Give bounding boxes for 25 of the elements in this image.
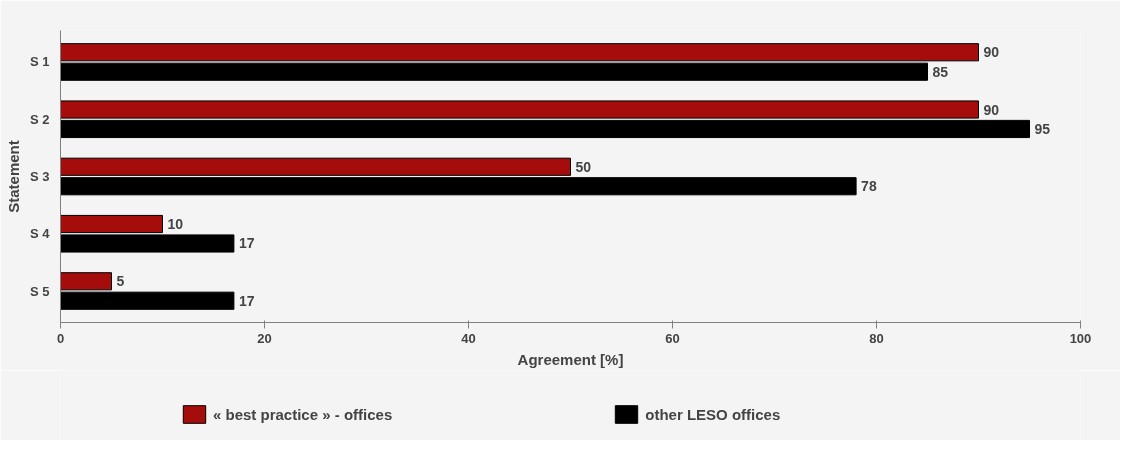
legend-label: « best practice » - offices [213, 405, 393, 423]
data-label: 50 [575, 158, 592, 175]
data-label: 5 [116, 273, 125, 290]
y-tick-label: S 4 [29, 226, 51, 242]
x-axis-title: Agreement [%] [517, 350, 624, 368]
x-tick-label: 0 [56, 330, 65, 346]
y-tick-label: S 1 [29, 54, 50, 70]
data-label: 90 [983, 101, 1000, 118]
data-label: 78 [861, 178, 877, 195]
y-tick-label: S 2 [29, 111, 50, 127]
data-label: 85 [932, 63, 949, 80]
y-tick-label: S 5 [29, 283, 50, 299]
data-label: 90 [983, 44, 1000, 61]
x-tick-label: 60 [665, 330, 680, 346]
data-label: 95 [1034, 120, 1051, 137]
y-tick-label: S 3 [29, 169, 50, 184]
data-label: 17 [238, 235, 255, 252]
x-tick-label: 100 [1069, 330, 1092, 346]
y-axis-title: Statement [4, 140, 22, 213]
x-tick-label: 80 [869, 330, 884, 346]
legend-label: other LESO offices [645, 405, 781, 423]
x-tick-label: 20 [257, 330, 272, 346]
data-label: 10 [167, 216, 184, 233]
data-label: 17 [238, 292, 255, 309]
x-tick-label: 40 [461, 330, 476, 346]
